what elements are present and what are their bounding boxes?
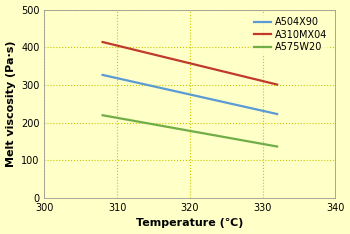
A310MX04	[204, 66, 208, 69]
A310MX04	[259, 79, 263, 82]
Line: A575W20: A575W20	[103, 115, 277, 146]
A504X90	[207, 97, 211, 100]
A310MX04	[204, 66, 209, 69]
A504X90	[259, 109, 263, 112]
Y-axis label: Melt viscosity (Pa·s): Melt viscosity (Pa·s)	[6, 40, 15, 167]
A575W20	[207, 133, 211, 136]
A310MX04	[247, 77, 252, 79]
A310MX04	[101, 41, 105, 44]
A504X90	[204, 97, 209, 100]
Legend: A504X90, A310MX04, A575W20: A504X90, A310MX04, A575W20	[251, 15, 330, 55]
A575W20	[101, 114, 105, 117]
A310MX04	[275, 83, 279, 86]
A575W20	[259, 142, 263, 145]
A575W20	[247, 140, 252, 143]
A575W20	[204, 132, 208, 135]
A575W20	[100, 114, 105, 117]
Line: A504X90: A504X90	[103, 75, 277, 114]
X-axis label: Temperature (℃): Temperature (℃)	[136, 219, 244, 228]
A504X90	[275, 113, 279, 115]
A504X90	[101, 74, 105, 77]
Line: A310MX04: A310MX04	[103, 42, 277, 84]
A575W20	[275, 145, 279, 148]
A504X90	[247, 106, 252, 109]
A504X90	[100, 73, 105, 76]
A310MX04	[100, 41, 105, 44]
A575W20	[204, 132, 209, 135]
A310MX04	[207, 67, 211, 69]
A504X90	[204, 97, 208, 99]
